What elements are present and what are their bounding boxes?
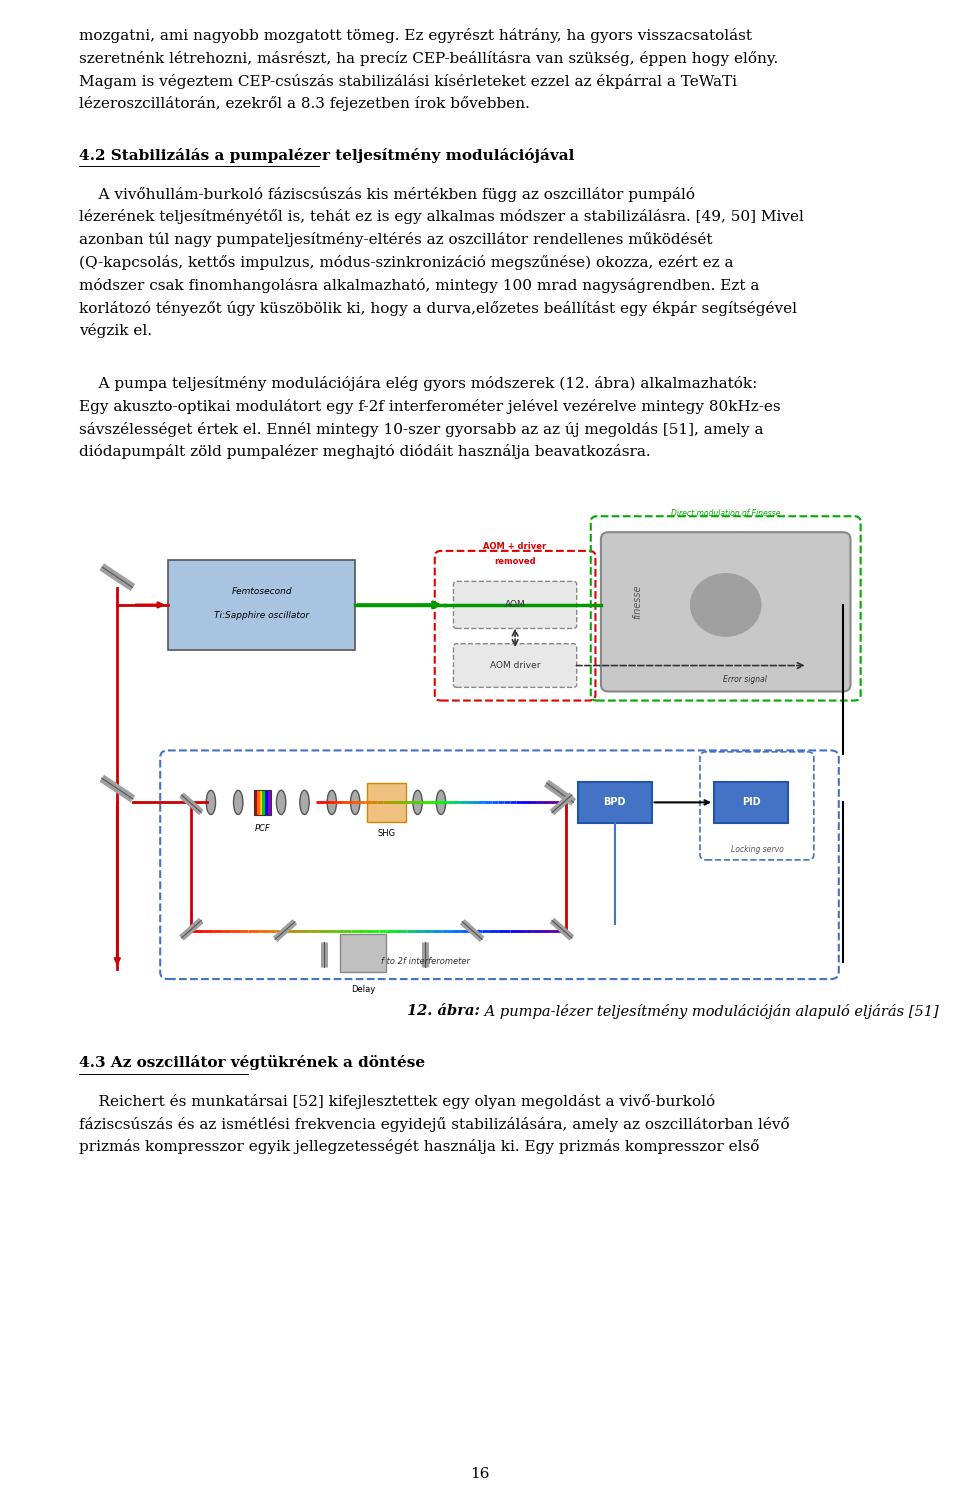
Text: BPD: BPD — [603, 797, 626, 807]
Ellipse shape — [327, 791, 337, 815]
Bar — [259, 791, 262, 815]
Text: Ti:Sapphire oscillator: Ti:Sapphire oscillator — [214, 611, 309, 620]
Bar — [268, 791, 271, 815]
FancyBboxPatch shape — [340, 934, 386, 972]
Ellipse shape — [436, 791, 445, 815]
Bar — [256, 791, 259, 815]
FancyBboxPatch shape — [453, 581, 577, 628]
Text: 12. ábra:: 12. ábra: — [407, 1003, 480, 1019]
Bar — [265, 791, 268, 815]
Ellipse shape — [413, 791, 422, 815]
Text: 4.3 Az oszcillátor végtükrének a döntése: 4.3 Az oszcillátor végtükrének a döntése — [79, 1055, 425, 1070]
FancyBboxPatch shape — [714, 782, 788, 824]
FancyBboxPatch shape — [578, 782, 652, 824]
FancyBboxPatch shape — [168, 560, 355, 650]
Text: A vivőhullám-burkoló fáziscsúszás kis mértékben függ az oszcillátor pumpáló
léze: A vivőhullám-burkoló fáziscsúszás kis mé… — [79, 187, 804, 338]
Text: SHG: SHG — [377, 828, 396, 837]
Text: AOM + driver: AOM + driver — [484, 542, 547, 551]
Bar — [262, 791, 265, 815]
Text: A pumpa-lézer teljesítmény modulációján alapuló eljárás [51]: A pumpa-lézer teljesítmény modulációján … — [480, 1003, 939, 1019]
Text: A pumpa teljesítmény modulációjára elég gyors módszerek (12. ábra) alkalmazhatók: A pumpa teljesítmény modulációjára elég … — [79, 376, 780, 459]
FancyBboxPatch shape — [367, 783, 406, 822]
FancyBboxPatch shape — [453, 644, 577, 688]
Text: Femtosecond: Femtosecond — [231, 587, 292, 596]
Text: Error signal: Error signal — [723, 675, 767, 684]
Text: mozgatni, ami nagyobb mozgatott tömeg. Ez egyrészt hátrány, ha gyors visszacsato: mozgatni, ami nagyobb mozgatott tömeg. E… — [79, 29, 779, 112]
Text: f to 2f interferometer: f to 2f interferometer — [381, 957, 469, 966]
Text: Locking servo: Locking servo — [731, 845, 783, 854]
Ellipse shape — [276, 791, 286, 815]
Text: Direct modulation of Finesse: Direct modulation of Finesse — [671, 509, 780, 518]
Text: finesse: finesse — [632, 584, 642, 619]
Text: AOM: AOM — [505, 601, 525, 610]
Circle shape — [690, 573, 761, 637]
Ellipse shape — [300, 791, 309, 815]
Ellipse shape — [350, 791, 360, 815]
Text: PCF: PCF — [254, 824, 271, 833]
Text: Delay: Delay — [350, 985, 375, 994]
Ellipse shape — [233, 791, 243, 815]
Text: 16: 16 — [470, 1467, 490, 1480]
Bar — [253, 791, 256, 815]
Text: 4.2 Stabilizálás a pumpalézer teljesítmény modulációjával: 4.2 Stabilizálás a pumpalézer teljesítmé… — [79, 148, 574, 163]
Text: Reichert és munkatársai [52] kifejlesztettek egy olyan megoldást a vivő-burkoló
: Reichert és munkatársai [52] kifejleszte… — [79, 1094, 790, 1154]
Text: removed: removed — [494, 557, 536, 566]
Text: PID: PID — [742, 797, 760, 807]
Ellipse shape — [206, 791, 216, 815]
FancyBboxPatch shape — [601, 533, 851, 691]
Bar — [253, 791, 271, 815]
Text: AOM driver: AOM driver — [490, 661, 540, 670]
